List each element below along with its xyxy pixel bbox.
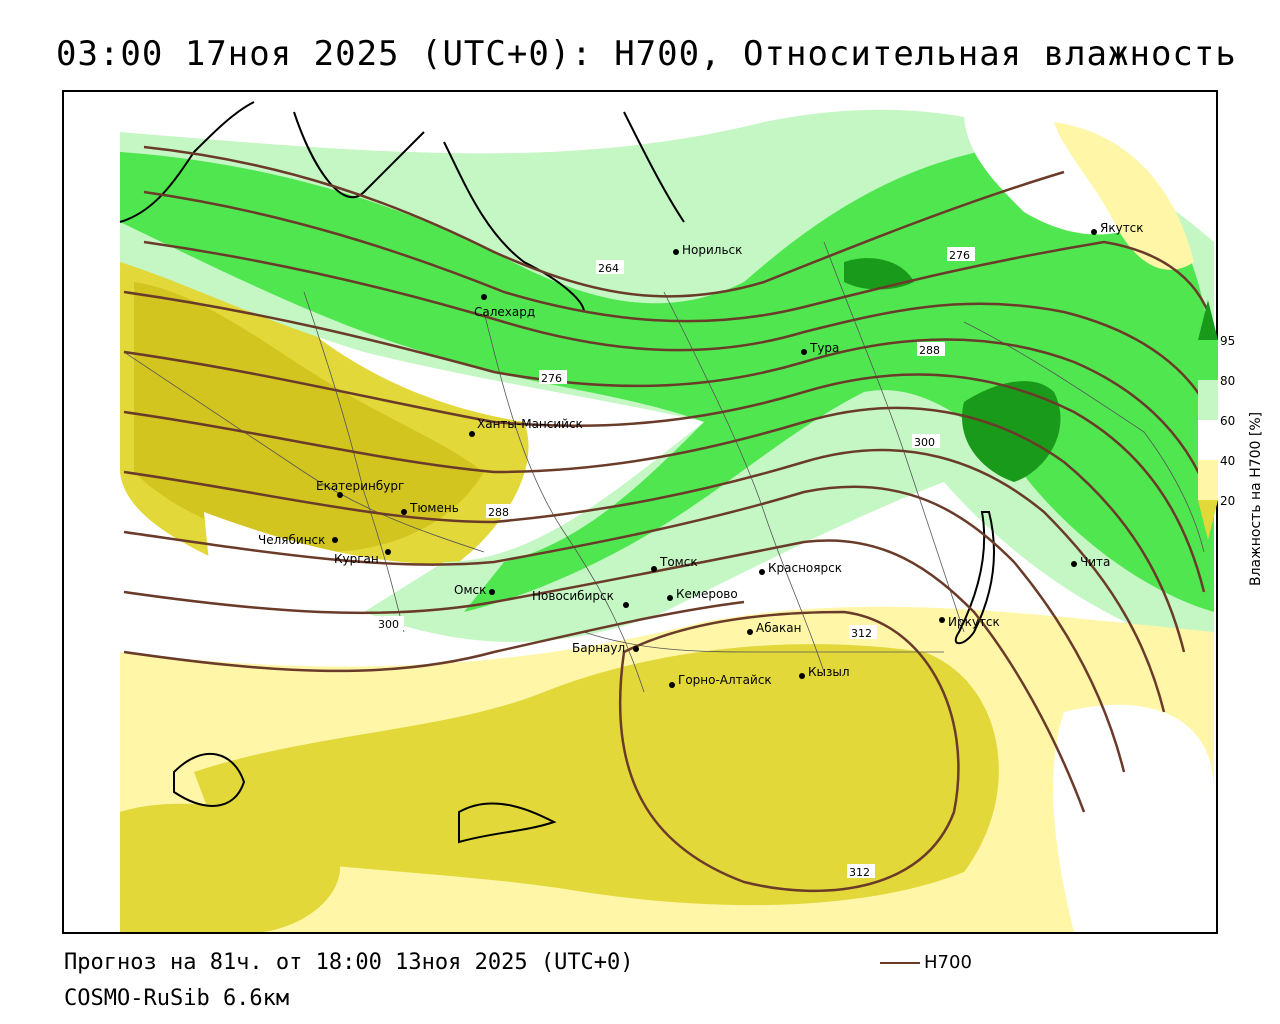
coastline-caspian xyxy=(173,753,246,807)
city-kemerovo: Кемерово xyxy=(676,587,738,601)
colorbar-tick-40: 40 xyxy=(1220,454,1236,468)
h700-contours xyxy=(123,145,1216,893)
city-kurgan: Курган xyxy=(334,552,379,566)
very-dry-zone-west xyxy=(134,282,484,552)
contour-label-300: 300 xyxy=(378,618,399,631)
map-title: 03:00 17ноя 2025 (UTC+0): H700, Относите… xyxy=(56,34,1237,74)
neutral-zone-central xyxy=(204,342,994,640)
coastline-lake xyxy=(458,802,557,844)
colorbar-tick-95: 95 xyxy=(1220,334,1236,348)
colorbar-tick-20: 20 xyxy=(1220,494,1236,508)
city-krasnoyarsk: Красноярск xyxy=(768,561,842,575)
colorbar-title: Влажность на H700 [%] xyxy=(1248,411,1264,586)
city-tura: Тура xyxy=(809,341,839,355)
very-wet-patch-2 xyxy=(844,258,914,290)
city-tomsk: Томск xyxy=(659,555,698,569)
city-norilsk: Норильск xyxy=(682,243,742,257)
city-khanty-mansiysk: Ханты-Мансийск xyxy=(477,417,583,431)
model-info: COSMO-RuSib 6.6км xyxy=(64,986,290,1011)
h700-legend-line xyxy=(880,962,920,964)
coastline-baikal xyxy=(954,511,995,645)
city-chita: Чита xyxy=(1080,555,1110,569)
city-chelyabinsk: Челябинск xyxy=(258,533,325,547)
contour-label-312-south: 312 xyxy=(849,866,870,879)
city-yakutsk: Якутск xyxy=(1100,221,1144,235)
contour-label-276: 276 xyxy=(541,372,562,385)
neutral-zone-southeast xyxy=(1053,704,1214,932)
colorbar-tick-80: 80 xyxy=(1220,374,1236,388)
colorbar-tick-60: 60 xyxy=(1220,414,1236,428)
dry-zone-southwest xyxy=(120,803,341,932)
colorbar-moist xyxy=(1198,380,1218,420)
dry-zone-south xyxy=(194,644,999,906)
semi-dry-zone-northeast xyxy=(1054,122,1194,270)
contour-label-288: 288 xyxy=(488,506,509,519)
colorbar-very-wet xyxy=(1198,300,1218,340)
contour-label-276-east: 276 xyxy=(949,249,970,262)
city-omsk: Омск xyxy=(454,583,486,597)
city-ekaterinburg: Екатеринбург xyxy=(316,479,404,493)
city-tyumen: Тюмень xyxy=(409,501,459,515)
city-barnaul: Барнаул xyxy=(572,641,625,655)
forecast-info: Прогноз на 81ч. от 18:00 13ноя 2025 (UTC… xyxy=(64,950,634,975)
wet-zone-north xyxy=(120,142,1214,612)
contour-labels: 264 276 276 288 288 300 300 312 312 xyxy=(376,247,975,879)
contour-label-288-east: 288 xyxy=(919,344,940,357)
colorbar-semi-dry xyxy=(1198,460,1218,500)
coastline-north xyxy=(119,101,685,313)
humidity-colorbar xyxy=(1198,300,1218,540)
humidity-fill-layer xyxy=(120,109,1214,932)
city-irkutsk: Иркутск xyxy=(948,615,1000,629)
city-abakan: Абакан xyxy=(756,621,801,635)
city-novosibirsk: Новосибирск xyxy=(532,589,614,603)
contour-label-264: 264 xyxy=(598,262,619,275)
city-kyzyl: Кызыл xyxy=(808,665,850,679)
city-markers: Норильск Якутск Салехард Тура Ханты-Манс… xyxy=(258,221,1144,688)
contour-label-312: 312 xyxy=(851,627,872,640)
colorbar-dry xyxy=(1198,500,1218,540)
weather-map[interactable]: 264 276 276 288 288 300 300 312 312 Нори… xyxy=(62,90,1218,934)
coastline-layer xyxy=(119,101,995,844)
map-canvas: 264 276 276 288 288 300 300 312 312 Нори… xyxy=(119,101,1216,932)
h700-legend-label: H700 xyxy=(924,952,972,973)
colorbar-neutral xyxy=(1198,420,1218,460)
colorbar-wet xyxy=(1198,340,1218,380)
contour-312-loop xyxy=(618,610,960,893)
contour-label-300-east: 300 xyxy=(914,436,935,449)
city-salekhard: Салехард xyxy=(474,305,535,319)
city-gorno-altaysk: Горно-Алтайск xyxy=(678,673,772,687)
